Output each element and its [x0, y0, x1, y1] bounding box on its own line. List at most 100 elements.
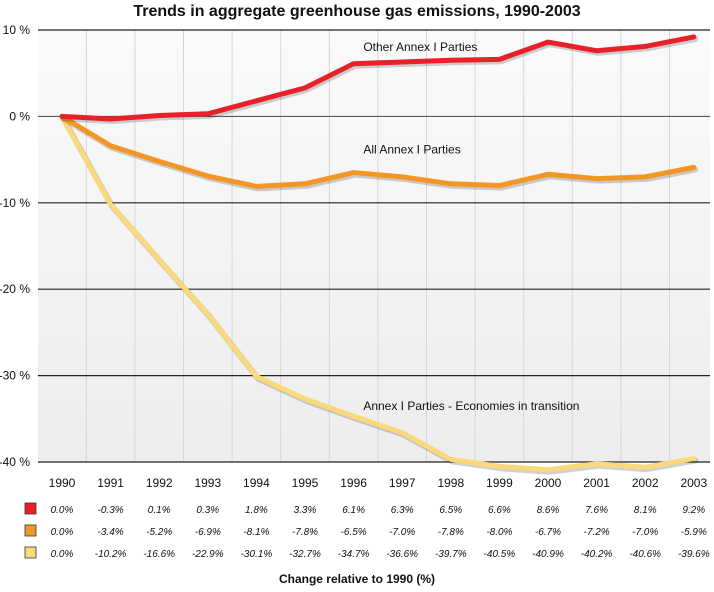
- x-tick-label: 2001: [583, 476, 610, 490]
- table-cell: 3.3%: [294, 505, 317, 516]
- table-color-swatch: [24, 524, 37, 537]
- data-point: [450, 458, 452, 461]
- data-point: [61, 115, 63, 118]
- table-cell: -30.1%: [241, 549, 273, 560]
- x-tick-label: 1994: [243, 476, 270, 490]
- data-point: [693, 457, 695, 460]
- table-cell: -7.8%: [438, 527, 464, 538]
- x-tick-label: 2002: [632, 476, 659, 490]
- data-point: [304, 398, 306, 400]
- table-cell: -40.6%: [629, 549, 661, 560]
- x-tick-label: 2000: [535, 476, 562, 490]
- series-annotation: All Annex I Parties: [363, 143, 460, 157]
- y-tick-label: -40 %: [0, 455, 30, 469]
- data-point: [595, 49, 598, 52]
- x-tick-label: 1995: [292, 476, 319, 490]
- table-cell: -0.3%: [98, 505, 124, 516]
- y-tick-label: 10 %: [3, 23, 31, 37]
- table-cell: -10.2%: [95, 549, 127, 560]
- data-point: [352, 171, 355, 174]
- data-point: [207, 113, 209, 115]
- series-line: [59, 113, 697, 189]
- data-point: [158, 259, 160, 261]
- data-point: [498, 58, 501, 61]
- series-line: [59, 34, 697, 122]
- table-cell: -7.2%: [584, 527, 610, 538]
- data-point: [498, 465, 501, 468]
- data-point: [547, 41, 549, 43]
- y-tick-label: -20 %: [0, 282, 30, 296]
- data-point: [352, 415, 355, 418]
- x-tick-label: 1996: [340, 476, 367, 490]
- data-point: [158, 160, 160, 163]
- x-tick-label: 1997: [389, 476, 416, 490]
- data-point: [644, 466, 646, 468]
- table-cell: 9.2%: [682, 505, 705, 516]
- y-tick-label: 0 %: [9, 109, 30, 123]
- table-cell: -39.7%: [435, 549, 467, 560]
- plot-area: [38, 30, 710, 462]
- data-point: [158, 114, 160, 117]
- table-cell: -8.1%: [243, 527, 269, 538]
- table-cell: -6.9%: [195, 527, 221, 538]
- table-cell: 6.1%: [342, 505, 365, 516]
- data-point: [207, 175, 209, 177]
- table-cell: -5.9%: [681, 527, 707, 538]
- data-point: [255, 375, 258, 378]
- data-point: [693, 166, 695, 169]
- table-cell: -32.7%: [289, 549, 321, 560]
- x-tick-label: 1998: [437, 476, 464, 490]
- table-color-swatch: [24, 546, 37, 559]
- x-tick-label: 1991: [97, 476, 124, 490]
- table-color-swatch: [24, 502, 37, 515]
- data-point: [401, 176, 404, 178]
- table-cell: 6.6%: [488, 505, 511, 516]
- table-cell: -3.4%: [98, 527, 124, 538]
- table-cell: 0.0%: [51, 505, 74, 516]
- x-tick-label: 1999: [486, 476, 513, 490]
- data-point: [304, 182, 306, 185]
- x-tick-label: 1993: [194, 476, 221, 490]
- table-cell: -6.7%: [535, 527, 561, 538]
- table-cell: 6.3%: [391, 505, 414, 516]
- table-cell: -6.5%: [341, 527, 367, 538]
- data-point: [304, 87, 306, 89]
- data-point: [255, 185, 258, 188]
- x-axis-caption: Change relative to 1990 (%): [278, 572, 436, 586]
- table-cell: 8.1%: [634, 505, 657, 516]
- y-tick-label: -30 %: [0, 369, 30, 383]
- table-cell: -7.0%: [389, 527, 415, 538]
- table-cell: -40.5%: [484, 549, 516, 560]
- table-cell: -34.7%: [338, 549, 370, 560]
- data-point: [450, 182, 452, 185]
- table-cell: 1.8%: [245, 505, 268, 516]
- data-point: [352, 62, 355, 65]
- table-cell: -16.6%: [143, 549, 175, 560]
- data-point: [498, 184, 501, 187]
- data-point: [547, 173, 549, 176]
- data-point: [595, 177, 598, 180]
- data-point: [644, 45, 646, 48]
- table-cell: -39.6%: [678, 549, 710, 560]
- x-tick-label: 2003: [680, 476, 707, 490]
- table-cell: 0.0%: [51, 549, 74, 560]
- data-point: [693, 36, 695, 38]
- data-point: [207, 313, 209, 316]
- table-cell: 8.6%: [537, 505, 560, 516]
- x-tick-label: 1990: [49, 476, 76, 490]
- data-point: [109, 118, 112, 120]
- data-point: [644, 176, 646, 178]
- table-cell: -8.0%: [486, 527, 512, 538]
- table-cell: -40.2%: [581, 549, 613, 560]
- data-point: [109, 144, 112, 147]
- table-cell: -7.8%: [292, 527, 318, 538]
- data-point: [255, 100, 258, 102]
- table-cell: -5.2%: [146, 527, 172, 538]
- table-cell: 6.5%: [439, 505, 462, 516]
- data-point: [595, 462, 598, 465]
- table-cell: -22.9%: [192, 549, 224, 560]
- chart-title: Trends in aggregate greenhouse gas emiss…: [133, 3, 581, 20]
- series-annotation: Other Annex I Parties: [363, 40, 477, 54]
- data-point: [547, 468, 549, 471]
